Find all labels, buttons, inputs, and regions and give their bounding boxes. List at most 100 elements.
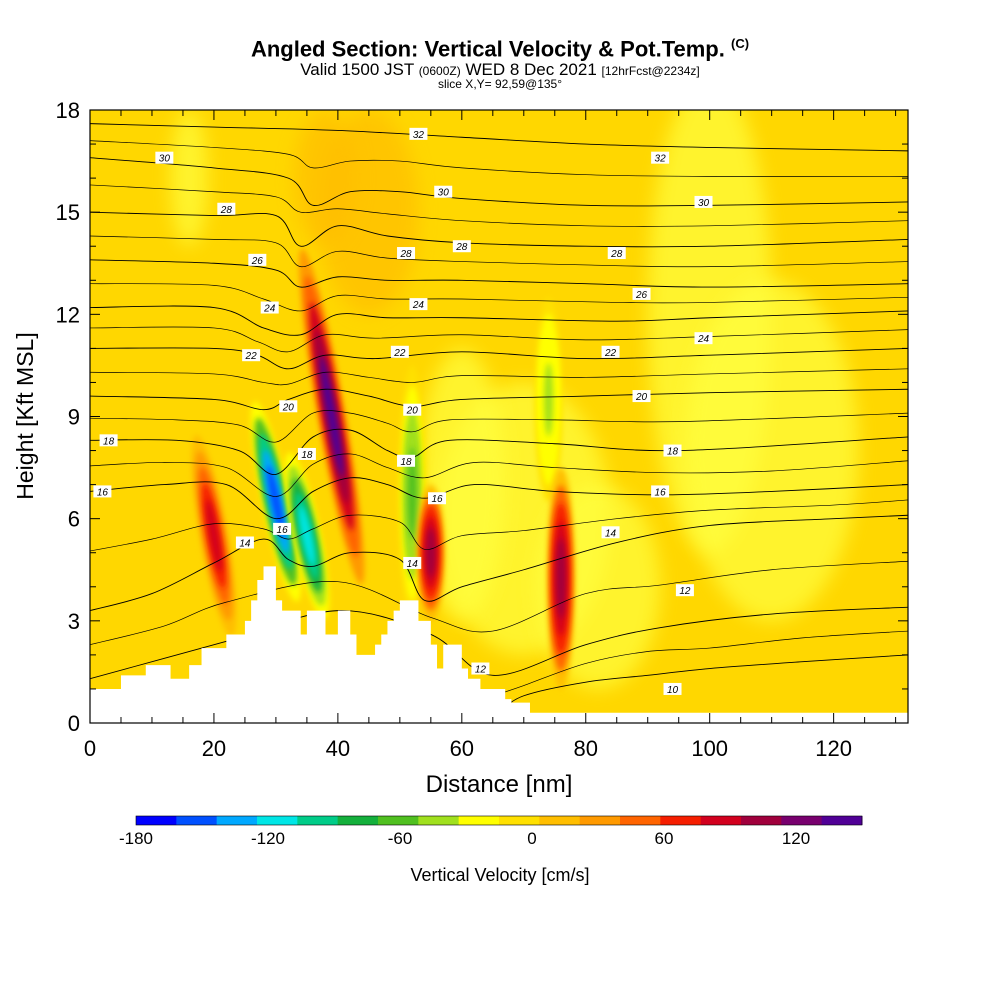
- contour-label-box-10: [632, 287, 651, 300]
- background-zone-1: [684, 280, 859, 621]
- velocity-band-1-level-4: [267, 465, 285, 538]
- contour-label-box-0: [409, 127, 428, 140]
- contour-label-box-12: [409, 298, 428, 311]
- contour-label-text-9: 28: [610, 249, 623, 260]
- colorbar-tick-4: 60: [655, 829, 674, 848]
- contour-label-box-15: [390, 345, 409, 358]
- y-tick-label-0: 0: [68, 711, 80, 736]
- contour-label-6: 28: [452, 240, 471, 253]
- isentrope-minor-20: [90, 368, 908, 386]
- y-tick-label-12: 12: [56, 302, 80, 327]
- contour-label-0: 32: [409, 127, 428, 141]
- contour-label-text-28: 16: [277, 525, 289, 536]
- contour-label-5: 30: [694, 195, 713, 209]
- colorbar-swatch-0: [136, 816, 177, 825]
- isentrope-minor-24: [90, 283, 908, 312]
- velocity-band-5: [416, 484, 445, 621]
- slice-info: slice X,Y= 92,59@135°: [437, 77, 563, 91]
- contour-label-text-13: 24: [697, 334, 710, 345]
- colorbar-swatch-9: [499, 816, 540, 825]
- isentrope-10: [498, 654, 908, 714]
- contour-label-box-31: [675, 584, 694, 597]
- contour-label-box-9: [607, 247, 626, 260]
- y-tick-label-9: 9: [68, 405, 80, 430]
- velocity-band-0-level-4: [206, 499, 222, 572]
- isentrope-32: [90, 123, 908, 152]
- contour-label-text-32: 12: [475, 665, 487, 676]
- contour-label-20: 18: [99, 434, 118, 447]
- contour-label-29: 14: [403, 556, 422, 570]
- x-tick-label-20: 20: [202, 736, 226, 761]
- isentrope-minor-30: [90, 140, 908, 177]
- contour-label-text-8: 28: [399, 249, 412, 260]
- contour-label-text-12: 24: [412, 300, 425, 311]
- velocity-band-7: [546, 467, 575, 689]
- velocity-band-3: [299, 248, 365, 585]
- colorbar-swatch-13: [660, 816, 702, 825]
- velocity-band-6-level-4: [544, 362, 553, 437]
- contour-label-box-26: [651, 485, 670, 498]
- contour-label-text-18: 20: [406, 406, 419, 417]
- y-axis-label: Height [Kft MSL]: [12, 332, 38, 499]
- contour-label-box-19: [632, 390, 651, 403]
- colorbar-swatch-2: [216, 816, 258, 825]
- isentrope-24: [90, 305, 908, 336]
- contour-label-text-17: 20: [282, 402, 295, 413]
- contour-label-text-27: 14: [239, 539, 251, 550]
- contour-label-text-21: 18: [301, 450, 313, 461]
- contour-label-text-2: 32: [655, 154, 667, 165]
- isentrope-lines: [90, 123, 908, 714]
- contour-label-text-29: 14: [407, 559, 419, 570]
- contour-label-text-26: 16: [655, 487, 667, 498]
- isentrope-minor-10: [498, 630, 908, 695]
- colorbar-swatch-11: [579, 816, 621, 825]
- isentrope-26: [90, 259, 908, 288]
- contour-label-21: 18: [297, 447, 316, 461]
- contour-label-text-15: 22: [393, 348, 406, 359]
- contour-label-box-14: [242, 349, 261, 362]
- contour-label-box-23: [663, 444, 682, 457]
- colorbar-label: Vertical Velocity [cm/s]: [410, 865, 589, 885]
- contour-label-text-30: 14: [605, 528, 617, 539]
- colorbar-swatch-14: [700, 816, 742, 825]
- colorbar-swatch-3: [257, 816, 298, 825]
- contour-label-box-24: [93, 485, 112, 498]
- colorbar-swatch-16: [781, 816, 823, 825]
- chart-title-text: Angled Section: Vertical Velocity & Pot.…: [250, 36, 725, 62]
- contour-label-text-24: 16: [97, 487, 109, 498]
- contour-label-box-28: [273, 522, 292, 535]
- isentrope-14: [90, 514, 908, 612]
- axes: 0 20 40 60 80 100 120 0 3 6 9 12 15 18: [56, 98, 908, 761]
- contour-label-text-4: 28: [220, 205, 233, 216]
- colorbar-tick-5: 120: [782, 829, 810, 848]
- contour-label-box-13: [694, 332, 713, 345]
- colorbar-swatch-6: [378, 816, 419, 825]
- contour-label-text-14: 22: [245, 351, 258, 362]
- contour-label-19: 20: [632, 390, 651, 403]
- isentrope-18: [90, 428, 908, 475]
- contour-label-13: 24: [694, 332, 713, 345]
- colorbar-swatch-7: [418, 816, 460, 825]
- x-tick-label-120: 120: [815, 736, 852, 761]
- velocity-band-4-level-4: [407, 447, 417, 540]
- velocity-band-3-level-4: [320, 356, 344, 477]
- colorbar-swatch-10: [539, 816, 581, 825]
- contour-label-box-18: [403, 403, 422, 416]
- colorbar-swatch-4: [297, 816, 339, 825]
- contour-label-box-29: [403, 556, 422, 569]
- contour-label-1: 30: [155, 151, 174, 165]
- title-unit: (C): [731, 36, 750, 51]
- contour-label-4: 28: [217, 202, 236, 216]
- contour-label-14: 22: [242, 349, 261, 362]
- velocity-band-5-level-4: [426, 528, 436, 578]
- contour-label-box-7: [248, 253, 267, 266]
- contour-label-box-33: [663, 682, 682, 695]
- contour-label-text-1: 30: [159, 154, 171, 165]
- contour-label-25: 16: [428, 492, 447, 505]
- colorbar-tick-2: -60: [388, 829, 413, 848]
- contour-label-text-6: 28: [455, 242, 468, 253]
- isentrope-minor-28: [90, 184, 908, 227]
- isentrope-minor-12: [90, 560, 908, 646]
- velocity-band-2-level-4: [299, 505, 315, 566]
- contour-label-33: 10: [663, 682, 682, 696]
